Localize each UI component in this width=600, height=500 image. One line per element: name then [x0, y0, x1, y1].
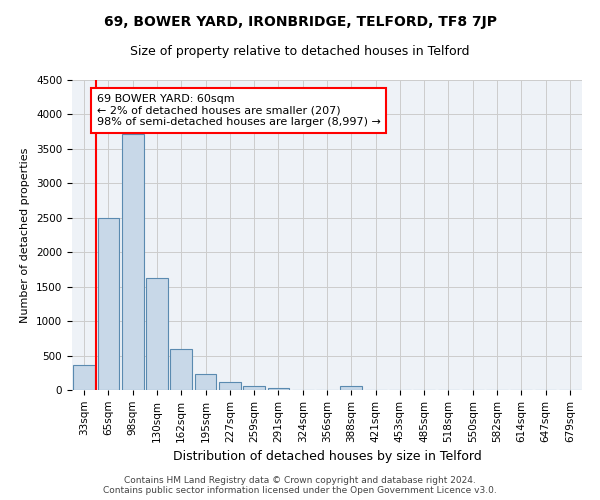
X-axis label: Distribution of detached houses by size in Telford: Distribution of detached houses by size … — [173, 450, 481, 463]
Text: Contains HM Land Registry data © Crown copyright and database right 2024.
Contai: Contains HM Land Registry data © Crown c… — [103, 476, 497, 495]
Bar — [194, 374, 217, 390]
Bar — [268, 388, 289, 390]
Bar — [146, 278, 168, 390]
Bar — [73, 365, 95, 390]
Text: 69 BOWER YARD: 60sqm
← 2% of detached houses are smaller (207)
98% of semi-detac: 69 BOWER YARD: 60sqm ← 2% of detached ho… — [97, 94, 380, 127]
Bar — [170, 350, 192, 390]
Text: 69, BOWER YARD, IRONBRIDGE, TELFORD, TF8 7JP: 69, BOWER YARD, IRONBRIDGE, TELFORD, TF8… — [104, 15, 497, 29]
Text: Size of property relative to detached houses in Telford: Size of property relative to detached ho… — [130, 45, 470, 58]
Bar — [219, 382, 241, 390]
Bar — [122, 134, 143, 390]
Bar — [340, 386, 362, 390]
Bar — [243, 386, 265, 390]
Bar — [97, 218, 119, 390]
Y-axis label: Number of detached properties: Number of detached properties — [20, 148, 31, 322]
